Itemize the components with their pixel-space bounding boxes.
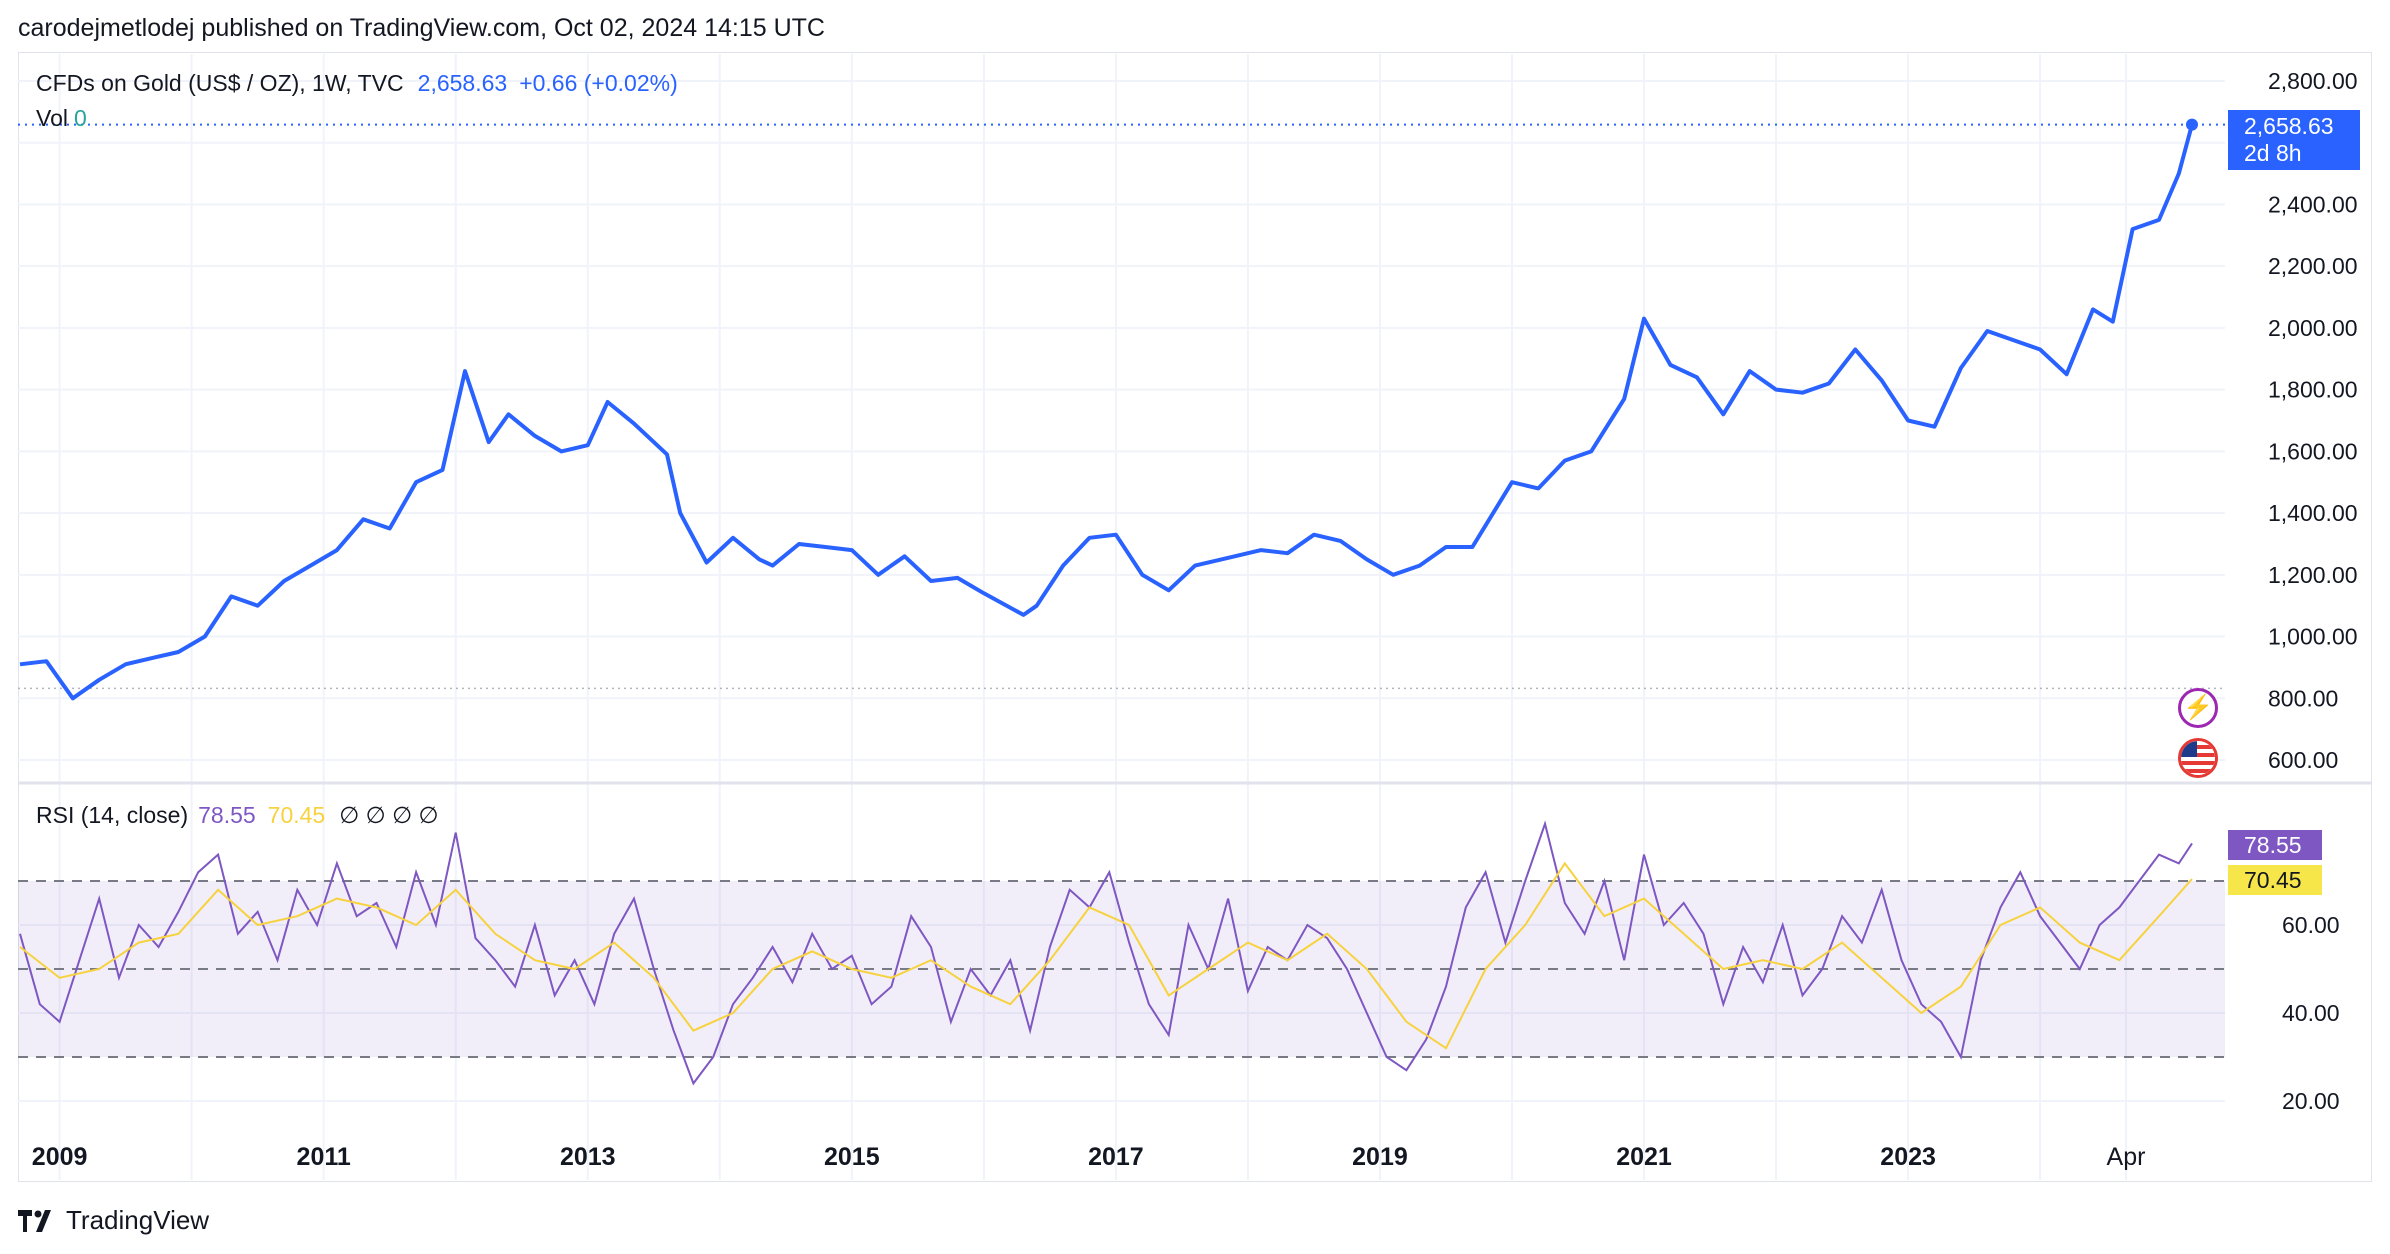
rsi-legend: RSI (14, close) 78.55 70.45 ∅ ∅ ∅ ∅ xyxy=(36,802,439,829)
footer-brand-label: TradingView xyxy=(66,1205,210,1235)
last-price: 2,658.63 xyxy=(417,70,508,96)
rsi-line xyxy=(19,820,2193,1086)
price-axis-label: 1,400.00 xyxy=(2268,500,2358,526)
price-axis-label: 2,800.00 xyxy=(2268,68,2358,94)
volume-legend: Vol 0 xyxy=(36,105,87,132)
rsi-ma-value-tag: 70.45 xyxy=(2228,865,2322,895)
time-axis-label: 2023 xyxy=(1880,1143,1936,1171)
axis-labels: 600.00 800.00 1,000.00 1,200.00 1,400.00 1,60… xyxy=(32,68,2358,1171)
rsi-ma-value: 70.45 xyxy=(267,802,326,828)
rsi-value-tag: 78.55 xyxy=(2228,830,2322,860)
price-axis-label: 2,000.00 xyxy=(2268,315,2358,341)
time-axis-label: 2011 xyxy=(297,1143,351,1171)
price-axis-label: 600.00 xyxy=(2268,747,2338,773)
time-axis-label: Apr xyxy=(2107,1143,2146,1171)
published-by-line: carodejmetlodej published on TradingView… xyxy=(18,14,825,42)
time-axis-label: 2021 xyxy=(1616,1143,1672,1171)
main-legend: CFDs on Gold (US$ / OZ), 1W, TVC 2,658.63… xyxy=(36,70,678,97)
volume-value: 0 xyxy=(73,105,87,131)
time-axis-label: 2019 xyxy=(1352,1143,1408,1171)
rsi-axis-label: 60.00 xyxy=(2282,912,2340,938)
rsi-ma-line xyxy=(19,861,2193,1050)
symbol-label[interactable]: CFDs on Gold (US$ / OZ), 1W, TVC xyxy=(36,70,404,96)
lightning-icon[interactable]: ⚡ xyxy=(2178,688,2218,728)
price-axis-label: 1,000.00 xyxy=(2268,624,2358,650)
price-axis-label: 1,200.00 xyxy=(2268,562,2358,588)
price-axis-label: 2,400.00 xyxy=(2268,191,2358,217)
last-price-dot xyxy=(2185,118,2198,131)
price-change: +0.66 (+0.02%) xyxy=(519,70,678,96)
rsi-band xyxy=(18,880,2225,1058)
rsi-series xyxy=(19,820,2193,1086)
rsi-axis-label: 40.00 xyxy=(2282,1000,2340,1026)
time-axis-label: 2017 xyxy=(1088,1143,1144,1171)
rsi-axis-label: 20.00 xyxy=(2282,1088,2340,1114)
rsi-value: 78.55 xyxy=(198,802,256,828)
time-axis-label: 2009 xyxy=(32,1143,88,1171)
footer-brand[interactable]: TradingView xyxy=(18,1205,209,1236)
price-axis-label: 2,200.00 xyxy=(2268,253,2358,279)
rsi-na-values: ∅ ∅ ∅ ∅ xyxy=(339,802,439,828)
grid-lines xyxy=(18,54,2372,1180)
time-axis-label: 2013 xyxy=(560,1143,616,1171)
volume-label[interactable]: Vol xyxy=(36,105,68,131)
price-axis-label: 1,600.00 xyxy=(2268,438,2358,464)
price-tag-countdown: 2d 8h xyxy=(2244,140,2302,166)
chart-frame[interactable] xyxy=(18,52,2372,1182)
rsi-label[interactable]: RSI (14, close) xyxy=(36,802,189,828)
time-axis-label: 2015 xyxy=(824,1143,880,1171)
price-axis-label: 1,800.00 xyxy=(2268,377,2358,403)
price-axis-label: 800.00 xyxy=(2268,685,2338,711)
us-flag-icon[interactable] xyxy=(2178,738,2218,778)
tradingview-logo-icon xyxy=(18,1209,51,1232)
price-tag-value: 2,658.63 xyxy=(2244,113,2334,139)
price-line xyxy=(19,124,2194,701)
last-price-tag: 2,658.63 2d 8h xyxy=(2228,110,2360,170)
price-series xyxy=(19,118,2198,701)
